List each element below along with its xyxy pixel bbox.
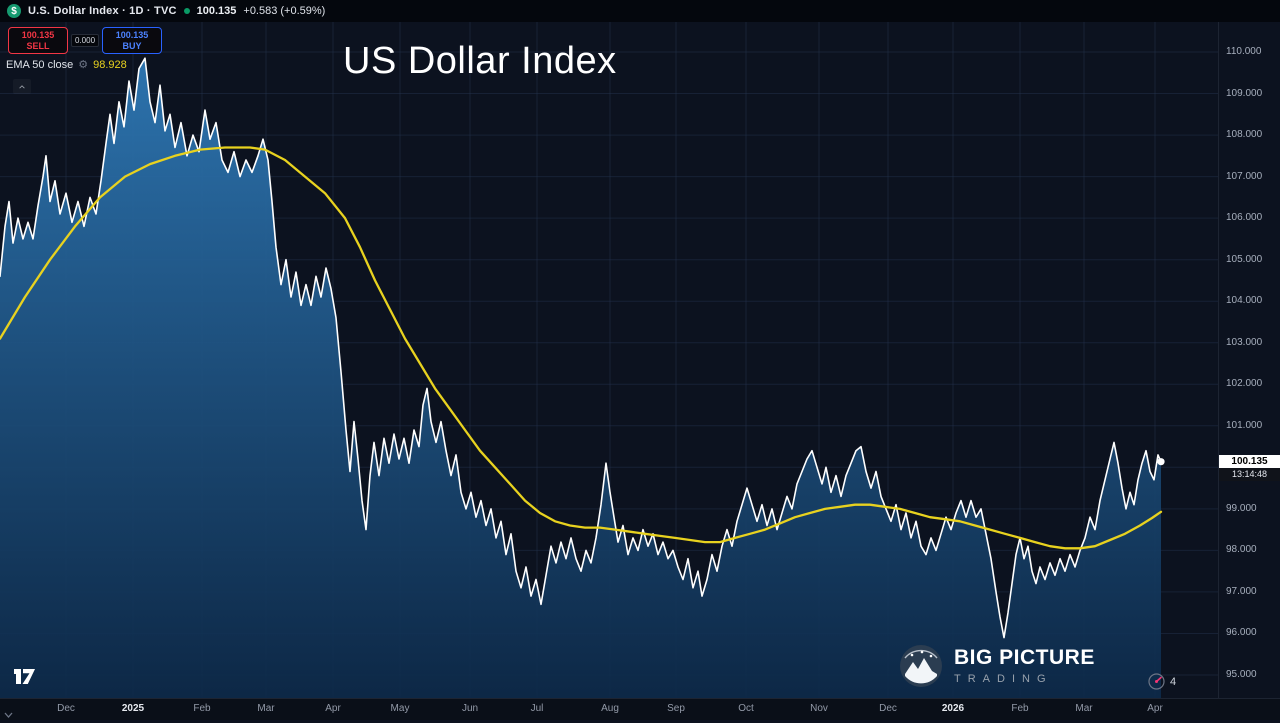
replay-badge[interactable]: 4 bbox=[1148, 673, 1176, 690]
time-tick-label: Jul bbox=[530, 703, 544, 714]
price-tick-label: 97.000 bbox=[1226, 585, 1257, 597]
buy-sell-widget: 100.135 SELL 0.000 100.135 BUY bbox=[8, 27, 163, 54]
price-tick-label: 107.000 bbox=[1226, 170, 1263, 182]
gear-icon[interactable]: ⚙ bbox=[78, 59, 89, 71]
time-tick-label: 2026 bbox=[941, 703, 965, 714]
top-toolbar: $ U.S. Dollar Index · 1D · TVC 100.135 +… bbox=[0, 0, 1280, 22]
time-tick-label: May bbox=[390, 703, 410, 714]
sell-price: 100.135 bbox=[21, 30, 55, 41]
price-tick-label: 104.000 bbox=[1226, 295, 1263, 307]
symbol-logo-icon[interactable]: $ bbox=[7, 4, 21, 18]
time-tick-label: Mar bbox=[1075, 703, 1093, 714]
time-tick-label: Nov bbox=[810, 703, 828, 714]
globe-icon bbox=[900, 645, 942, 687]
last-price: 100.135 bbox=[196, 5, 237, 17]
time-tick-label: Apr bbox=[1147, 703, 1163, 714]
symbol-title[interactable]: U.S. Dollar Index · 1D · TVC bbox=[28, 5, 177, 17]
time-tick-label: Apr bbox=[325, 703, 341, 714]
bar-countdown: 13:14:48 bbox=[1219, 467, 1280, 481]
buy-button[interactable]: 100.135 BUY bbox=[102, 27, 163, 54]
current-price-label: 100.135 13:14:48 bbox=[1219, 454, 1280, 481]
badge-count: 4 bbox=[1170, 675, 1177, 688]
price-tick-label: 101.000 bbox=[1226, 419, 1263, 431]
price-tick-label: 103.000 bbox=[1226, 336, 1263, 348]
brand-name: BIG PICTURE bbox=[954, 646, 1095, 670]
chart-title: US Dollar Index bbox=[343, 40, 617, 82]
time-axis[interactable]: Dec 2025 Feb Mar Apr May Jun Jul Aug Sep Oct Nov Dec… bbox=[0, 698, 1280, 720]
price-tick-label: 98.000 bbox=[1226, 544, 1257, 556]
price-tick-label: 99.000 bbox=[1226, 502, 1257, 514]
price-tick-label: 110.000 bbox=[1226, 46, 1262, 57]
price-tick-label: 96.000 bbox=[1226, 627, 1257, 639]
ema-value: 98.928 bbox=[93, 58, 127, 71]
time-tick-label: Oct bbox=[738, 703, 754, 714]
spread-value: 0.000 bbox=[71, 34, 100, 47]
time-tick-label: Feb bbox=[1011, 703, 1029, 714]
sell-label: SELL bbox=[26, 40, 50, 51]
chevron-up-icon bbox=[19, 84, 25, 88]
time-tick-label: 2025 bbox=[121, 703, 145, 714]
sell-button[interactable]: 100.135 SELL bbox=[8, 27, 68, 54]
collapse-toolbar-button[interactable] bbox=[13, 79, 31, 94]
brand-subtitle: TRADING bbox=[954, 672, 1053, 685]
time-tick-label: Dec bbox=[57, 703, 75, 714]
ema-label: EMA 50 close bbox=[6, 58, 74, 71]
buy-price: 100.135 bbox=[115, 30, 149, 41]
buy-label: BUY bbox=[122, 40, 142, 51]
time-tick-label: Aug bbox=[601, 703, 619, 714]
tradingview-logo-icon bbox=[14, 669, 35, 684]
price-chart[interactable] bbox=[0, 22, 1218, 698]
time-tick-label: Mar bbox=[257, 703, 275, 714]
price-axis[interactable]: 110.000 109.000 108.000 107.000 106.000 105.0… bbox=[1218, 22, 1280, 698]
price-tick-label: 95.000 bbox=[1226, 668, 1257, 680]
time-tick-label: Dec bbox=[879, 703, 897, 714]
big-picture-trading-logo: BIG PICTURE TRADING bbox=[898, 643, 1095, 689]
tradingview-logo[interactable] bbox=[13, 668, 36, 690]
price-tick-label: 106.000 bbox=[1226, 212, 1263, 224]
current-price-value: 100.135 bbox=[1219, 454, 1280, 468]
market-status-icon[interactable] bbox=[183, 8, 190, 14]
price-change: +0.583 (+0.59%) bbox=[243, 5, 326, 17]
brand-text: BIG PICTURE TRADING bbox=[954, 646, 1095, 685]
price-tick-label: 105.000 bbox=[1226, 253, 1263, 265]
time-tick-label: Sep bbox=[667, 703, 685, 714]
time-tick-label: Jun bbox=[461, 703, 479, 714]
ema-legend[interactable]: EMA 50 close ⚙ 98.928 bbox=[6, 58, 127, 72]
price-tick-label: 108.000 bbox=[1226, 129, 1263, 141]
chevron-down-icon[interactable] bbox=[4, 705, 13, 723]
gauge-icon bbox=[1148, 673, 1165, 690]
time-tick-label: Feb bbox=[193, 703, 211, 714]
chart-canvas[interactable]: US Dollar Index bbox=[0, 22, 1218, 698]
price-tick-label: 109.000 bbox=[1226, 87, 1263, 99]
price-tick-label: 102.000 bbox=[1226, 378, 1263, 390]
